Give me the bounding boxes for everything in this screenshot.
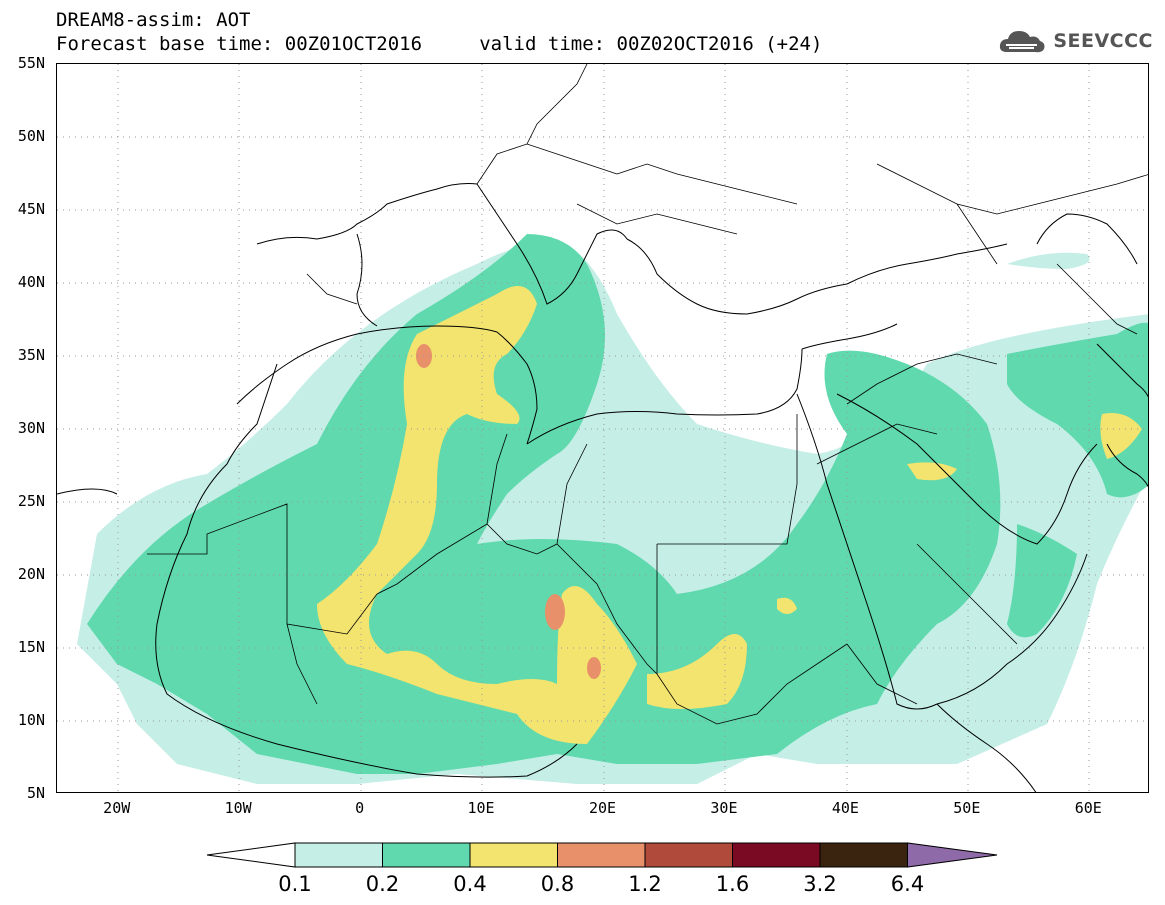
colorbar-segment [557,842,646,868]
colorbar-segment [819,842,908,868]
colorbar-segment [294,842,383,868]
colorbar-segment [644,842,733,868]
aot-map [57,64,1148,792]
colorbar-tick-label: 6.4 [890,872,925,896]
colorbar-tick-label: 0.2 [365,872,400,896]
colorbar-tick-label: 3.2 [803,872,837,896]
coastlines [57,183,1148,792]
brand-name: SEEVCCC [1053,30,1153,52]
lat-label: 5N [26,784,45,802]
colorbar-tick-label: 1.6 [715,872,750,896]
brand-logo: SEEVCCC [997,26,1153,56]
lat-label: 20N [17,565,45,583]
lat-label: 45N [17,200,45,218]
lon-label: 20W [103,799,131,817]
colorbar-low-arrow [206,842,296,868]
colorbar-segment [732,842,821,868]
forecast-time-line: Forecast base time: 00Z01OCT2016 valid t… [56,33,823,55]
lon-label: 60E [1074,799,1102,817]
cloud-logo-icon [1000,31,1045,53]
chart-title: DREAM8-assim: AOT [56,9,251,31]
colorbar-tick-label: 0.1 [278,872,312,896]
lon-label: 10E [467,799,495,817]
lat-label: 10N [17,711,45,729]
lat-label: 30N [17,419,45,437]
aot-field [77,234,1148,784]
colorbar-segment [469,842,558,868]
lon-label: 40E [831,799,859,817]
colorbar-tick-label: 0.4 [453,872,487,896]
lat-label: 40N [17,273,45,291]
lat-label: 35N [17,346,45,364]
lon-label: 0 [355,799,365,817]
lat-label: 50N [17,127,45,145]
colorbar-tick-label: 0.8 [540,872,575,896]
lon-label: 10W [224,799,252,817]
lon-label: 20E [588,799,617,817]
lon-label: 50E [953,799,981,817]
colorbar-segment [382,842,471,868]
colorbar-high-arrow [907,842,998,868]
grid-lines [57,64,1148,792]
country-borders [147,64,1148,725]
lat-label: 55N [17,54,45,72]
colorbar-tick-label: 1.2 [628,872,662,896]
lon-label: 30E [710,799,738,817]
lat-label: 25N [17,492,45,510]
map-panel [56,63,1149,793]
lat-label: 15N [17,638,45,656]
